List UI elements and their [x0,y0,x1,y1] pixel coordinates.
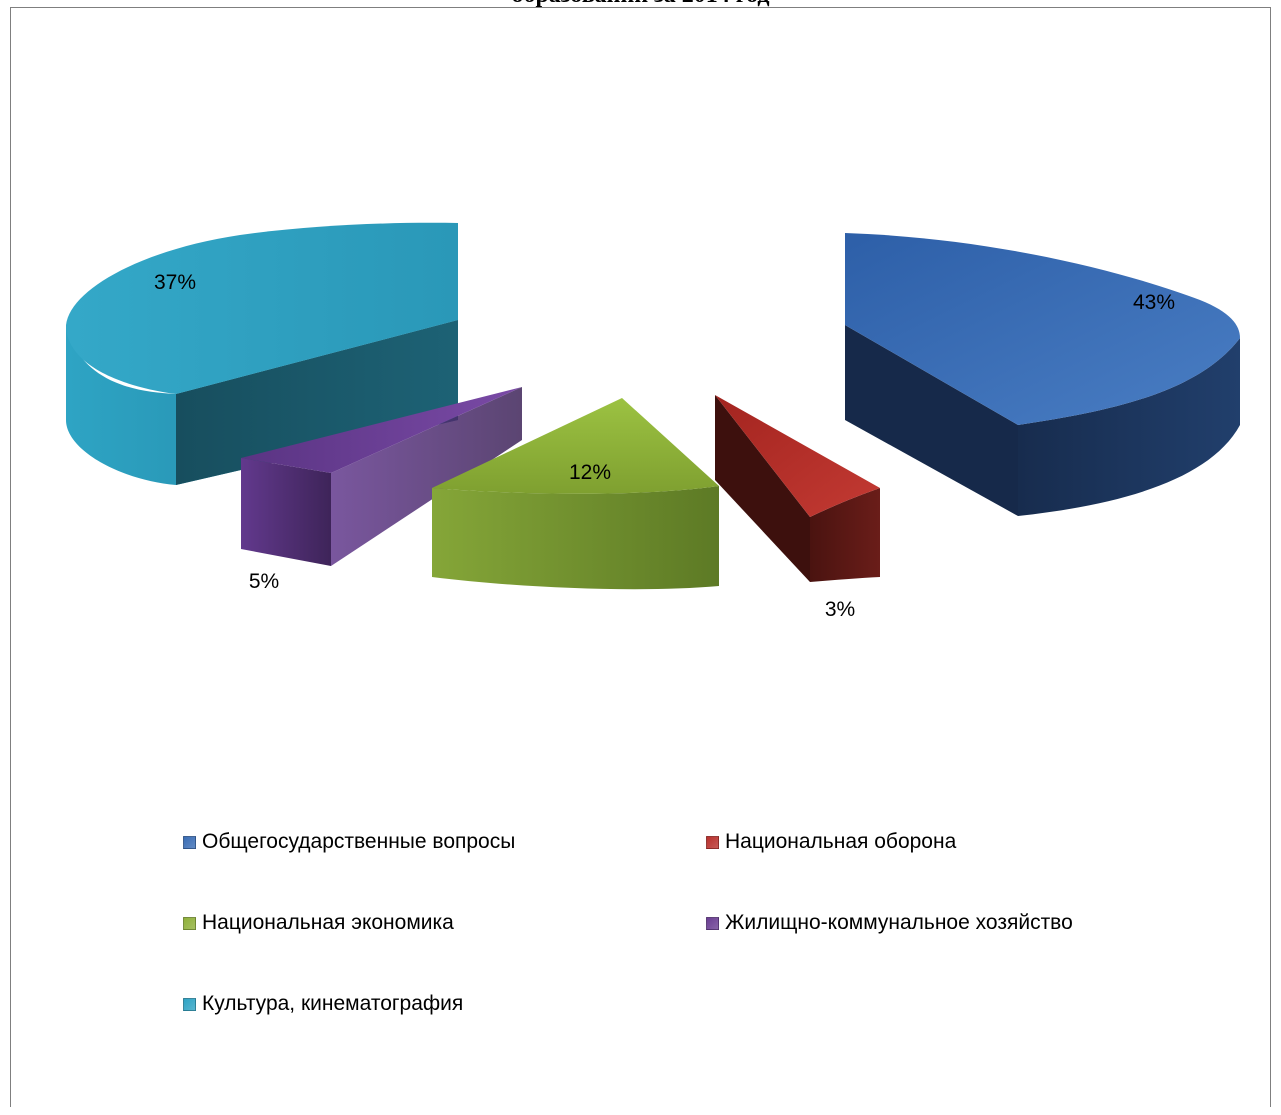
data-label-economy: 12% [569,461,611,484]
chart-title: образований за 2014 год [0,0,1281,9]
data-label-defense: 3% [825,598,855,621]
pie-slice-general [845,233,1240,516]
pie-slice-culture [66,222,458,485]
pie-slice-defense [715,395,880,582]
data-label-housing: 5% [249,570,279,593]
pie-slice-housing [241,387,522,566]
data-label-culture: 37% [154,271,196,294]
data-label-general: 43% [1133,291,1175,314]
chart-frame [10,7,1271,1107]
pie-slice-economy [432,398,719,590]
